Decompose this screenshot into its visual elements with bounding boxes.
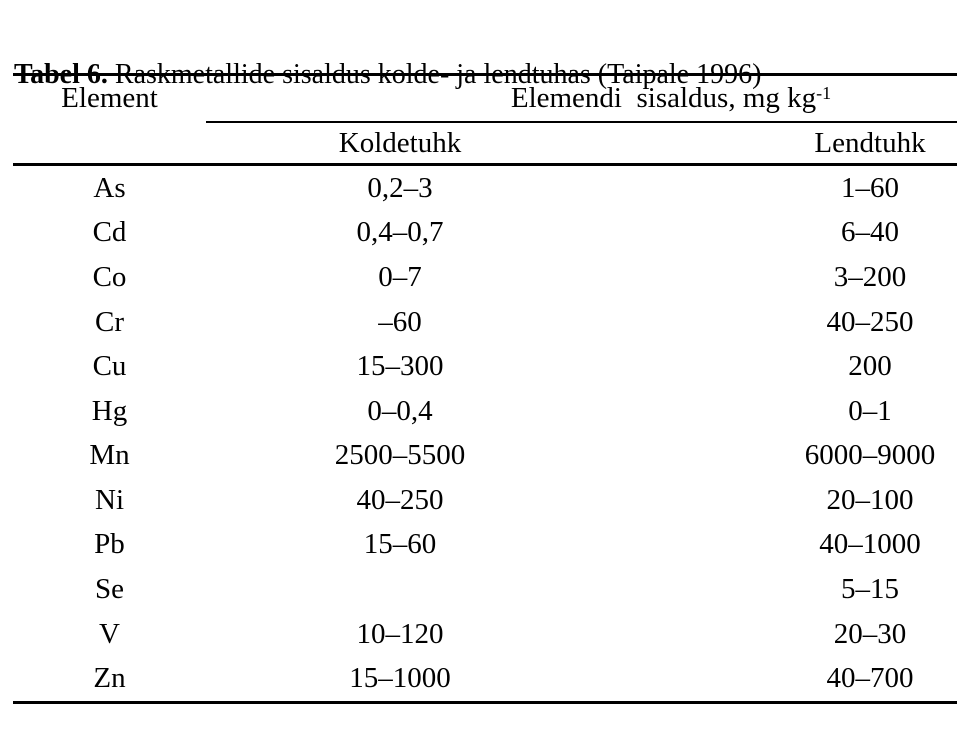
table-row: Cu 15–300 200 bbox=[13, 344, 957, 389]
cell-element: Hg bbox=[91, 394, 128, 427]
cell-lendtuhk: 200 bbox=[848, 350, 892, 383]
cell-lendtuhk: 20–100 bbox=[826, 483, 914, 516]
cell-element: Mn bbox=[89, 439, 130, 472]
cell-element: Cu bbox=[92, 350, 127, 383]
rule-subheader bbox=[206, 121, 957, 123]
cell-lendtuhk: 5–15 bbox=[841, 573, 899, 606]
header-row-2: Koldetuhk Lendtuhk bbox=[13, 123, 957, 163]
table-row: Co 0–7 3–200 bbox=[13, 255, 957, 300]
cell-koldetuhk: 0,2–3 bbox=[367, 171, 433, 204]
table-row: Se 5–15 bbox=[13, 567, 957, 612]
table-row: Cd 0,4–0,7 6–40 bbox=[13, 211, 957, 256]
cell-element: V bbox=[99, 617, 120, 650]
cell-element: Se bbox=[95, 573, 124, 606]
column-header-element: Element bbox=[61, 82, 158, 114]
rule-bottom bbox=[13, 701, 957, 704]
column-header-lendtuhk: Lendtuhk bbox=[814, 126, 926, 159]
table-row: Hg 0–0,4 0–1 bbox=[13, 389, 957, 434]
cell-element: Pb bbox=[94, 528, 125, 561]
cell-koldetuhk: 15–1000 bbox=[349, 662, 451, 695]
cell-lendtuhk: 0–1 bbox=[848, 394, 892, 427]
cell-lendtuhk: 20–30 bbox=[833, 617, 907, 650]
cell-lendtuhk: 40–1000 bbox=[819, 528, 921, 561]
cell-element: Cr bbox=[95, 305, 124, 338]
cell-lendtuhk: 6000–9000 bbox=[804, 439, 936, 472]
table-row: Mn 2500–5500 6000–9000 bbox=[13, 433, 957, 478]
table-row: Ni 40–250 20–100 bbox=[13, 478, 957, 523]
rule-header-bottom bbox=[13, 163, 957, 166]
cell-element: Co bbox=[92, 260, 127, 293]
table-row: Zn 15–1000 40–700 bbox=[13, 656, 957, 701]
cell-koldetuhk: 15–60 bbox=[363, 528, 437, 561]
cell-element: Cd bbox=[92, 216, 127, 249]
cell-lendtuhk: 40–700 bbox=[826, 662, 914, 695]
data-table: Element Elemendi sisaldus, mg kg -1 Kolde… bbox=[13, 73, 957, 704]
cell-lendtuhk: 1–60 bbox=[841, 171, 899, 204]
column-header-koldetuhk: Koldetuhk bbox=[338, 126, 462, 159]
cell-koldetuhk: 15–300 bbox=[356, 350, 444, 383]
table-row: Cr –60 40–250 bbox=[13, 300, 957, 345]
cell-koldetuhk: 2500–5500 bbox=[334, 439, 466, 472]
cell-koldetuhk: 10–120 bbox=[356, 617, 444, 650]
cell-koldetuhk: 0–7 bbox=[378, 260, 422, 293]
cell-koldetuhk: –60 bbox=[378, 305, 422, 338]
cell-lendtuhk: 6–40 bbox=[841, 216, 899, 249]
table-row: V 10–120 20–30 bbox=[13, 612, 957, 657]
cell-element: Zn bbox=[93, 662, 126, 695]
table-row: Pb 15–60 40–1000 bbox=[13, 523, 957, 568]
cell-element: Ni bbox=[95, 483, 124, 516]
table-row: As 0,2–3 1–60 bbox=[13, 166, 957, 211]
header-row-1: Element Elemendi sisaldus, mg kg -1 bbox=[13, 76, 957, 121]
cell-koldetuhk: 0,4–0,7 bbox=[356, 216, 444, 249]
cell-lendtuhk: 3–200 bbox=[833, 260, 907, 293]
column-header-sisaldus: Elemendi sisaldus, mg kg -1 bbox=[510, 82, 832, 114]
cell-koldetuhk: 40–250 bbox=[356, 483, 444, 516]
cell-koldetuhk: 0–0,4 bbox=[367, 394, 433, 427]
rule-top bbox=[13, 73, 957, 76]
cell-element: As bbox=[93, 171, 126, 204]
column-header-sisaldus-text: Elemendi sisaldus, mg kg bbox=[510, 82, 817, 114]
table-body: As 0,2–3 1–60 Cd 0,4–0,7 6–40 Co 0–7 3–2… bbox=[13, 166, 957, 701]
cell-lendtuhk: 40–250 bbox=[826, 305, 914, 338]
